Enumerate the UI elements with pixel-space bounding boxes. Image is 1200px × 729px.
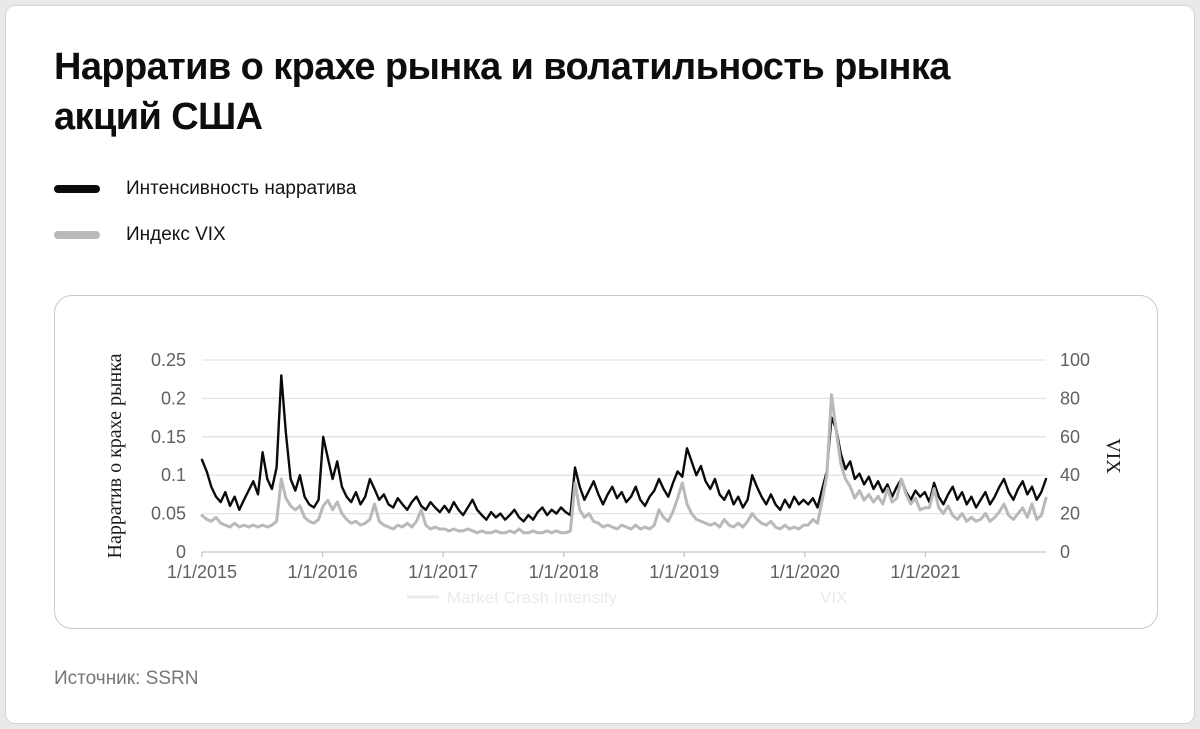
watermark-legend-narrative: Market Crash Intensity [447,588,618,607]
svg-text:1/1/2015: 1/1/2015 [167,562,237,582]
svg-text:0.05: 0.05 [151,504,186,524]
svg-text:0.2: 0.2 [161,388,186,408]
left-axis-title: Нарратив о крахе рынка [104,353,126,558]
chart-card: Нарратив о крахе рынка и волатильность р… [5,5,1195,724]
svg-text:0: 0 [1060,542,1070,562]
vix-line-swatch [54,231,100,239]
svg-text:100: 100 [1060,350,1090,370]
svg-text:1/1/2017: 1/1/2017 [408,562,478,582]
svg-text:80: 80 [1060,388,1080,408]
page-title: Нарратив о крахе рынка и волатильность р… [54,46,950,139]
series-vix [200,393,1048,535]
svg-text:0.1: 0.1 [161,465,186,485]
chart-svg: 0 0 0.05 20 0.1 40 0.15 60 0.2 80 0.25 100 1/1/2015 1… [104,350,1124,607]
watermark-legend-vix: VIX [820,588,847,607]
svg-text:20: 20 [1060,504,1080,524]
right-axis-title: VIX [1102,438,1124,474]
legend-item-narrative: Интенсивность нарратива [54,178,356,200]
svg-text:0: 0 [176,542,186,562]
chart-legend: Интенсивность нарратива Индекс VIX [54,178,356,246]
source-text: Источник: SSRN [54,668,199,689]
svg-text:1/1/2016: 1/1/2016 [288,562,358,582]
svg-text:1/1/2018: 1/1/2018 [529,562,599,582]
legend-item-vix: Индекс VIX [54,224,356,246]
svg-text:1/1/2020: 1/1/2020 [770,562,840,582]
svg-text:1/1/2019: 1/1/2019 [649,562,719,582]
chart-panel: 0 0 0.05 20 0.1 40 0.15 60 0.2 80 0.25 100 1/1/2015 1… [54,295,1158,629]
legend-label-narrative: Интенсивность нарратива [126,178,357,199]
svg-text:0.25: 0.25 [151,350,186,370]
svg-text:60: 60 [1060,427,1080,447]
narrative-line-swatch [54,185,100,193]
svg-text:1/1/2021: 1/1/2021 [890,562,960,582]
svg-text:0.15: 0.15 [151,427,186,447]
legend-label-vix: Индекс VIX [126,224,226,245]
svg-text:40: 40 [1060,465,1080,485]
